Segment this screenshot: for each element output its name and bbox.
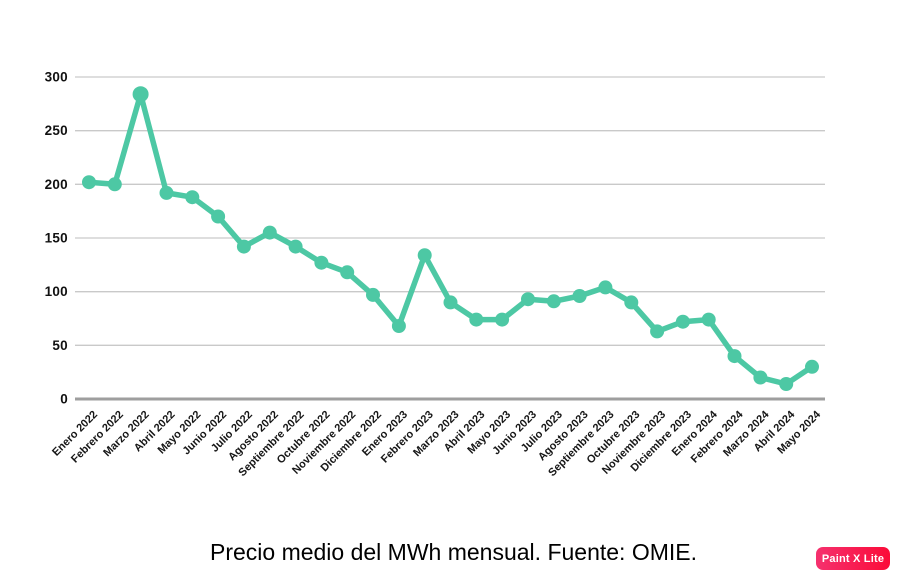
data-point [391, 319, 406, 333]
data-point [701, 312, 716, 327]
price-line [86, 91, 815, 387]
data-point [805, 359, 819, 374]
data-point [650, 324, 665, 339]
paintx-lite-watermark-badge: Paint X Lite [816, 547, 890, 570]
data-point [132, 86, 149, 103]
data-point [495, 312, 510, 327]
y-tick-label: 250 [45, 123, 68, 138]
data-point [82, 175, 96, 190]
data-point [366, 287, 380, 302]
data-point [598, 280, 613, 295]
y-tick-label: 300 [45, 70, 68, 85]
y-tick-label: 150 [45, 231, 68, 246]
data-point [236, 239, 251, 254]
data-point [675, 314, 690, 329]
data-point [443, 295, 458, 310]
data-point [211, 209, 226, 224]
data-point [185, 190, 200, 205]
data-point [572, 289, 587, 303]
data-point [546, 294, 561, 309]
data-point [753, 370, 768, 385]
data-point [107, 177, 122, 192]
data-point [262, 225, 277, 240]
data-point [521, 292, 535, 307]
y-tick-label: 200 [45, 177, 68, 192]
y-tick-label: 100 [45, 284, 68, 299]
data-point [417, 248, 432, 263]
chart-caption: Precio medio del MWh mensual. Fuente: OM… [209, 539, 698, 565]
data-point [727, 349, 742, 364]
data-point [779, 377, 794, 391]
y-tick-label: 0 [60, 392, 68, 407]
data-point [288, 239, 303, 254]
data-point [624, 295, 639, 310]
data-point [469, 312, 484, 327]
y-tick-label: 50 [52, 338, 68, 353]
data-point [314, 255, 329, 270]
data-point [159, 185, 174, 200]
data-point [340, 265, 355, 280]
